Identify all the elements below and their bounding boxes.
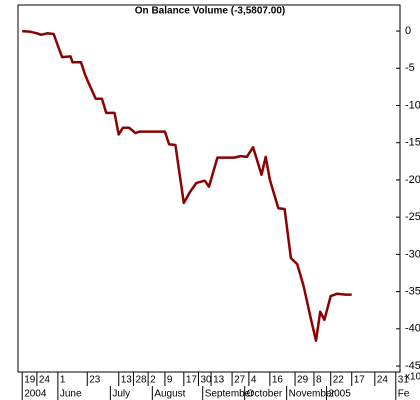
x-tick-label: 8 [316,375,322,386]
y-tick-label: -20 [405,174,420,186]
x-tick-label: 23 [89,375,101,386]
period-label: June [60,389,82,400]
x-tick-label: 27 [234,375,246,386]
y-tick-label: 0 [405,25,411,37]
period-label: October [247,389,283,400]
x-tick-label: 9 [167,375,173,386]
x-tick-label: 30 [201,375,213,386]
x-tick-label: 29 [297,375,309,386]
period-label: Fe [398,389,410,400]
x-tick-label: 4 [251,375,257,386]
x-tick-label: 19 [24,375,36,386]
x-tick-label: 13 [121,375,133,386]
x-tick-label: 16 [272,375,284,386]
x-tick-label: 31 [398,375,410,386]
period-label: November [289,389,336,400]
y-tick-label: -5 [405,62,415,74]
x-tick-label: 1 [60,375,66,386]
period-label: 2004 [24,389,47,400]
x-tick-label: 22 [333,375,345,386]
x-tick-label: 28 [135,375,147,386]
y-tick-label: -10 [405,99,420,111]
y-tick-label: -40 [405,323,420,335]
y-tick-label: -25 [405,211,420,223]
chart-title: On Balance Volume (-3,5807.00) [135,6,285,17]
y-tick-label: -30 [405,248,420,260]
x-tick-label: 13 [213,375,225,386]
x-tick-label: 17 [186,375,198,386]
x-tick-label: 2 [150,375,156,386]
unit-label: x1000 [405,372,420,383]
plot-frame [17,4,401,373]
period-label: 2005 [329,389,352,400]
x-tick-label: 24 [39,375,51,386]
x-tick-label: 17 [354,375,366,386]
y-tick-label: -15 [405,137,420,149]
data-line [22,29,352,342]
period-label: September [205,389,255,400]
period-label: July [112,389,130,400]
x-tick-label: 24 [377,375,389,386]
y-tick-label: -35 [405,286,420,298]
period-label: August [154,389,185,400]
y-tick-label: -45 [405,360,420,372]
